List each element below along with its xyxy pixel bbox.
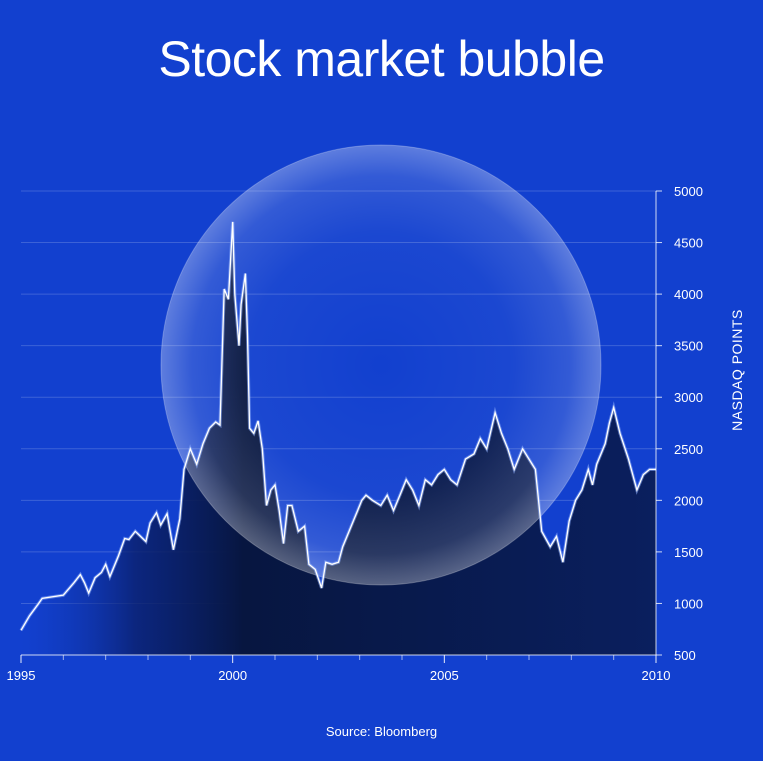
series-line	[20, 221, 656, 631]
y-axis-label: NASDAQ POINTS	[729, 309, 745, 431]
y-tick-label: 500	[674, 648, 696, 663]
x-tick-label: 2000	[218, 668, 247, 683]
y-tick-label: 2500	[674, 442, 703, 457]
bubble-overlay	[160, 144, 602, 586]
y-tick-label: 5000	[674, 184, 703, 199]
y-tick-label: 4500	[674, 236, 703, 251]
y-tick-label: 4000	[674, 287, 703, 302]
x-tick-label: 2010	[642, 668, 671, 683]
y-tick-label: 3000	[674, 390, 703, 405]
y-tick-label: 3500	[674, 339, 703, 354]
page-title: Stock market bubble	[158, 31, 605, 87]
x-tick-label: 2005	[430, 668, 459, 683]
y-tick-label: 1000	[674, 596, 703, 611]
y-tick-label: 1500	[674, 545, 703, 560]
y-tick-label: 2000	[674, 493, 703, 508]
source-note: Source: Bloomberg	[325, 724, 438, 739]
x-tick-label: 1995	[7, 668, 36, 683]
